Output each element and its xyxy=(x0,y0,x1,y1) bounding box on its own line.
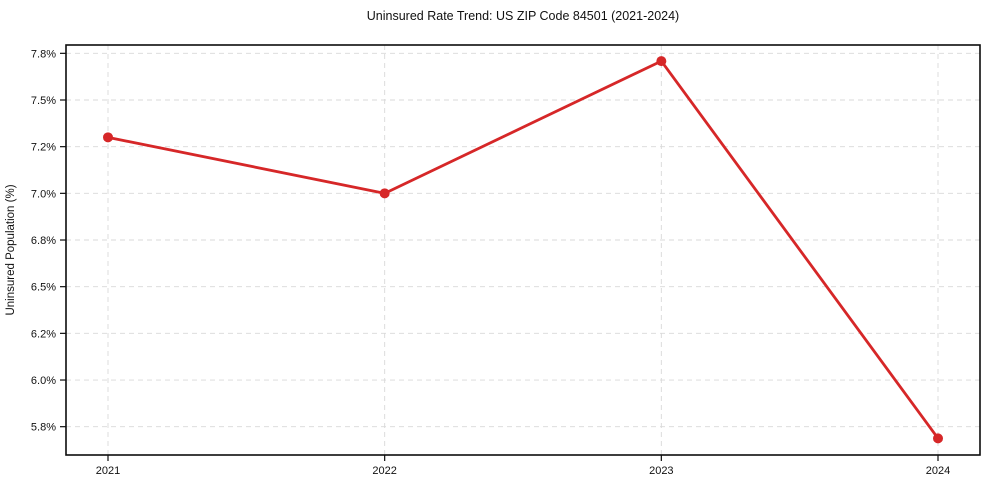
data-point-2023 xyxy=(656,56,667,67)
y-tick-label-7.2%: 7.2% xyxy=(31,142,56,154)
y-tick-label-6.2%: 6.2% xyxy=(31,328,56,340)
y-tick-label-6.5%: 6.5% xyxy=(31,282,56,294)
chart-title: Uninsured Rate Trend: US ZIP Code 84501 … xyxy=(367,9,679,23)
y-tick-label-7.5%: 7.5% xyxy=(31,95,56,107)
y-axis-label: Uninsured Population (%) xyxy=(5,184,17,315)
trend-series xyxy=(103,56,944,444)
trend-line xyxy=(106,59,940,440)
y-tick-label-6.0%: 6.0% xyxy=(31,375,56,387)
x-tick-label-2023: 2023 xyxy=(649,465,673,477)
x-tick-label-2021: 2021 xyxy=(96,465,120,477)
data-point-2022 xyxy=(379,188,390,199)
tick-layer: 7.8% 7.5% 7.2% 7.0% 6.8% 6.5% 6.2% 6.0% 5.8% 2021… xyxy=(31,48,950,477)
plot-border xyxy=(65,44,981,456)
y-tick-label-6.8%: 6.8% xyxy=(31,235,56,247)
data-point-2021 xyxy=(103,132,113,143)
x-tick-label-2024: 2024 xyxy=(926,465,950,477)
data-point-2024 xyxy=(933,433,944,444)
x-tick-label-2022: 2022 xyxy=(372,465,396,477)
y-tick-label-7.0%: 7.0% xyxy=(31,188,56,200)
y-tick-label-7.8%: 7.8% xyxy=(31,48,56,60)
grid-layer xyxy=(66,45,980,455)
y-tick-label-5.8%: 5.8% xyxy=(31,422,56,434)
